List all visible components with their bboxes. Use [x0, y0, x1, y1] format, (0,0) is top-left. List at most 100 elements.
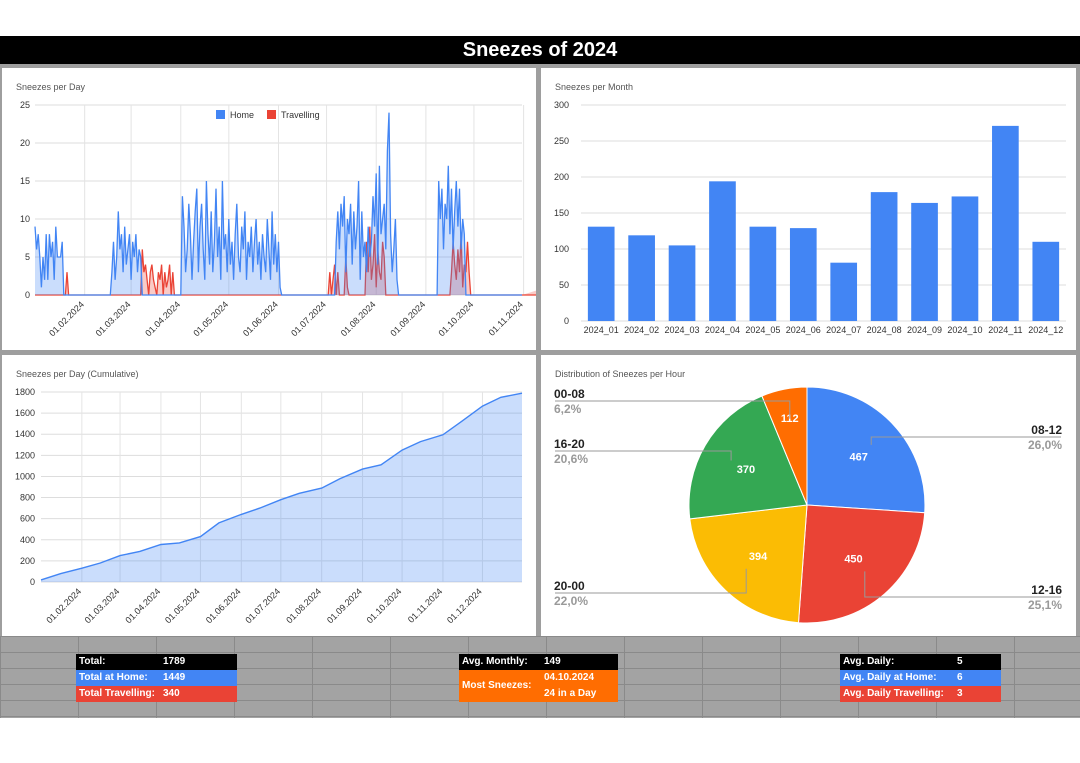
slice-category-label: 08-12 [1031, 423, 1062, 437]
y-tick-label: 15 [20, 176, 30, 186]
monthly-chart: 0 50 100 150 200 250 300 2024_01 2024_02 2024_03 2… [554, 100, 1066, 335]
y-tick-label: 0 [30, 577, 35, 587]
y-tick-label: 50 [559, 280, 569, 290]
avg-travel-label: Avg. Daily Travelling: [840, 686, 954, 702]
slice-category-label: 16-20 [554, 437, 585, 451]
y-tick-label: 600 [20, 514, 35, 524]
legend-swatch [216, 110, 225, 119]
x-tick-label: 01.10.2024 [436, 299, 475, 338]
legend-swatch [267, 110, 276, 119]
x-tick-label: 01.12.2024 [534, 299, 536, 338]
slice-category-label: 00-08 [554, 387, 585, 401]
slice-20-00 [689, 504, 808, 624]
most-date: 04.10.2024 [541, 670, 618, 686]
y-tick-label: 10 [20, 214, 30, 224]
slice-16-20 [688, 395, 808, 520]
slice-value-label: 394 [749, 551, 768, 563]
slice-percent-label: 22,0% [554, 594, 589, 608]
bar-2024_04 [709, 181, 736, 321]
x-tick-label: 01.04.2024 [143, 299, 182, 338]
series-line-home [34, 112, 522, 296]
bar-2024_07 [830, 262, 858, 321]
x-tick-label: 01.11.2024 [487, 299, 525, 337]
y-tick-label: 200 [554, 172, 569, 182]
leader-line [864, 571, 1061, 598]
daily-chart: 0 5 10 15 20 25 01.02.2024 01.03.2024 01.04.2024… [20, 100, 536, 338]
x-tick-label: 2024_05 [745, 325, 780, 335]
x-tick-label: 01.08.2024 [284, 586, 323, 625]
x-tick-label: 01.06.2024 [204, 586, 243, 625]
cumulative-chart-panel: 0 200 400 600 800 1000 1200 1400 1600 1800 01.02.2… [2, 355, 536, 636]
x-tick-label: 2024_10 [947, 325, 982, 335]
y-tick-label: 100 [554, 244, 569, 254]
x-tick-label: 01.07.2024 [243, 586, 282, 625]
slice-category-label: 12-16 [1031, 583, 1062, 597]
x-tick-label: 2024_07 [826, 325, 861, 335]
legend-label: Travelling [281, 110, 320, 120]
y-tick-label: 1000 [15, 471, 35, 481]
monthly-chart-title: Sneezes per Month [555, 82, 634, 92]
x-tick-label: 01.03.2024 [94, 299, 133, 338]
home-value: 1449 [160, 670, 237, 686]
most-label: Most Sneezes: [459, 670, 541, 702]
cumulative-chart: 0 200 400 600 800 1000 1200 1400 1600 1800 01.02.2… [15, 387, 523, 625]
home-label: Total at Home: [76, 670, 160, 686]
slice-12-16 [797, 504, 926, 624]
y-tick-label: 200 [20, 556, 35, 566]
x-tick-label: 2024_08 [867, 325, 902, 335]
bar-2024_11 [992, 125, 1019, 321]
x-tick-label: 01.05.2024 [163, 586, 202, 625]
slice-00-08 [761, 386, 808, 506]
slice-value-label: 370 [737, 464, 755, 476]
y-tick-label: 0 [25, 290, 30, 300]
avg-home-label: Avg. Daily at Home: [840, 670, 954, 686]
avg-monthly-label: Avg. Monthly: [459, 654, 541, 670]
leader-line [870, 436, 1061, 445]
y-tick-label: 1200 [15, 450, 35, 460]
y-tick-label: 25 [20, 100, 30, 110]
slice-category-label: 20-00 [554, 579, 585, 593]
daily-chart-title: Sneezes per Day [16, 82, 86, 92]
x-tick-label: 01.06.2024 [241, 299, 280, 338]
y-tick-label: 20 [20, 138, 30, 148]
y-tick-label: 0 [564, 316, 569, 326]
leader-line [555, 450, 732, 461]
slice-value-label: 450 [844, 553, 862, 565]
avg-monthly-value: 149 [541, 654, 618, 670]
y-tick-label: 1600 [15, 408, 35, 418]
x-tick-label: 01.05.2024 [191, 299, 230, 338]
slice-percent-label: 26,0% [1027, 438, 1062, 452]
avg-daily-value: 5 [954, 654, 1001, 670]
avg-home-value: 6 [954, 670, 1001, 686]
hour-chart-title: Distribution of Sneezes per Hour [555, 369, 686, 379]
bar-2024_02 [628, 235, 655, 321]
most-count: 24 in a Day [541, 686, 618, 702]
travel-value: 340 [160, 686, 237, 702]
x-tick-label: 01.12.2024 [445, 586, 484, 625]
x-tick-label: 2024_09 [907, 325, 942, 335]
x-tick-label: 2024_12 [1028, 325, 1063, 335]
bar-2024_01 [587, 226, 615, 321]
bar-2024_03 [668, 245, 696, 321]
avg-daily-label: Avg. Daily: [840, 654, 954, 670]
x-tick-label: 2024_02 [624, 325, 659, 335]
monthly-chart-panel: 0 50 100 150 200 250 300 2024_01 2024_02 2024_03 2… [541, 68, 1076, 350]
bar-2024_10 [951, 196, 979, 321]
hour-pie-chart: 467 450 394 370 112 [555, 386, 1061, 624]
hour-pie-panel: 467 450 394 370 112 Distribution of Sneezes … [541, 355, 1076, 636]
slice-08-12 [806, 386, 926, 514]
y-tick-label: 1800 [15, 387, 35, 397]
bar-2024_05 [749, 226, 777, 321]
x-tick-label: 01.11.2024 [406, 586, 444, 624]
x-tick-label: 2024_06 [786, 325, 821, 335]
daily-chart-panel: 0 5 10 15 20 25 01.02.2024 01.03.2024 01.04.2024… [2, 68, 536, 350]
x-tick-label: 01.07.2024 [289, 299, 328, 338]
x-tick-label: 2024_01 [584, 325, 619, 335]
leader-line [555, 400, 791, 419]
y-tick-label: 300 [554, 100, 569, 110]
x-tick-label: 2024_11 [988, 325, 1022, 335]
slice-percent-label: 25,1% [1027, 598, 1062, 612]
slice-value-label: 467 [850, 452, 868, 464]
y-tick-label: 1400 [15, 429, 35, 439]
leader-line [555, 568, 747, 594]
